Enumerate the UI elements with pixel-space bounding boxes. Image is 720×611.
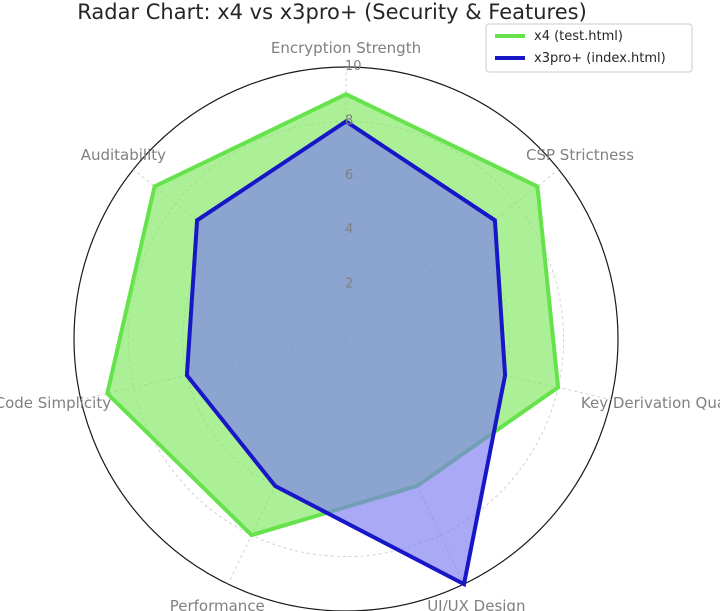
axis-labels: Encryption Strength CSP Strictness Key Der… (0, 39, 720, 611)
radial-tick-labels: 2 4 6 8 10 (345, 59, 362, 292)
series-1-point-4 (273, 484, 277, 488)
series-0-point-5 (105, 392, 109, 395)
series-0-point-0 (344, 92, 348, 96)
legend-frame (485, 23, 693, 73)
axis-label-0: Encryption Strength (271, 39, 421, 57)
series-0-point-2 (556, 385, 560, 389)
series-1-point-6 (195, 218, 199, 222)
series-0-point-6 (153, 184, 157, 188)
grid-ring-8 (127, 120, 565, 558)
axis-label-4: Performance (170, 597, 265, 611)
chart-series (105, 91, 561, 588)
legend: x4 (test.html) x3pro+ (index.html) (485, 23, 693, 73)
axis-label-6: Auditability (81, 146, 166, 164)
series-polygon-1 (184, 118, 508, 588)
radial-tick-10: 10 (345, 59, 362, 74)
series-1-point-5 (185, 373, 189, 377)
axis-label-1: CSP Strictness (526, 146, 634, 164)
radial-tick-8: 8 (345, 113, 353, 128)
axis-label-5: Code Simplicity (0, 394, 111, 412)
series-0-point-4 (250, 533, 254, 537)
radial-tick-4: 4 (345, 222, 353, 237)
series-1-point-3 (462, 582, 466, 586)
axis-label-3: UI/UX Design (427, 597, 525, 611)
axis-label-2: Key Derivation Quality (581, 394, 720, 412)
legend-label-x4: x4 (test.html) (534, 29, 623, 44)
radial-tick-6: 6 (345, 168, 353, 183)
series-1-point-0 (344, 119, 348, 123)
series-0-point-1 (535, 184, 539, 188)
radial-tick-2: 2 (345, 277, 353, 292)
chart-title: Radar Chart: x4 vs x3pro+ (Security & Fe… (77, 0, 587, 24)
series-1-point-2 (503, 373, 507, 377)
series-1-point-1 (493, 218, 497, 222)
legend-label-x3pro: x3pro+ (index.html) (534, 51, 666, 66)
